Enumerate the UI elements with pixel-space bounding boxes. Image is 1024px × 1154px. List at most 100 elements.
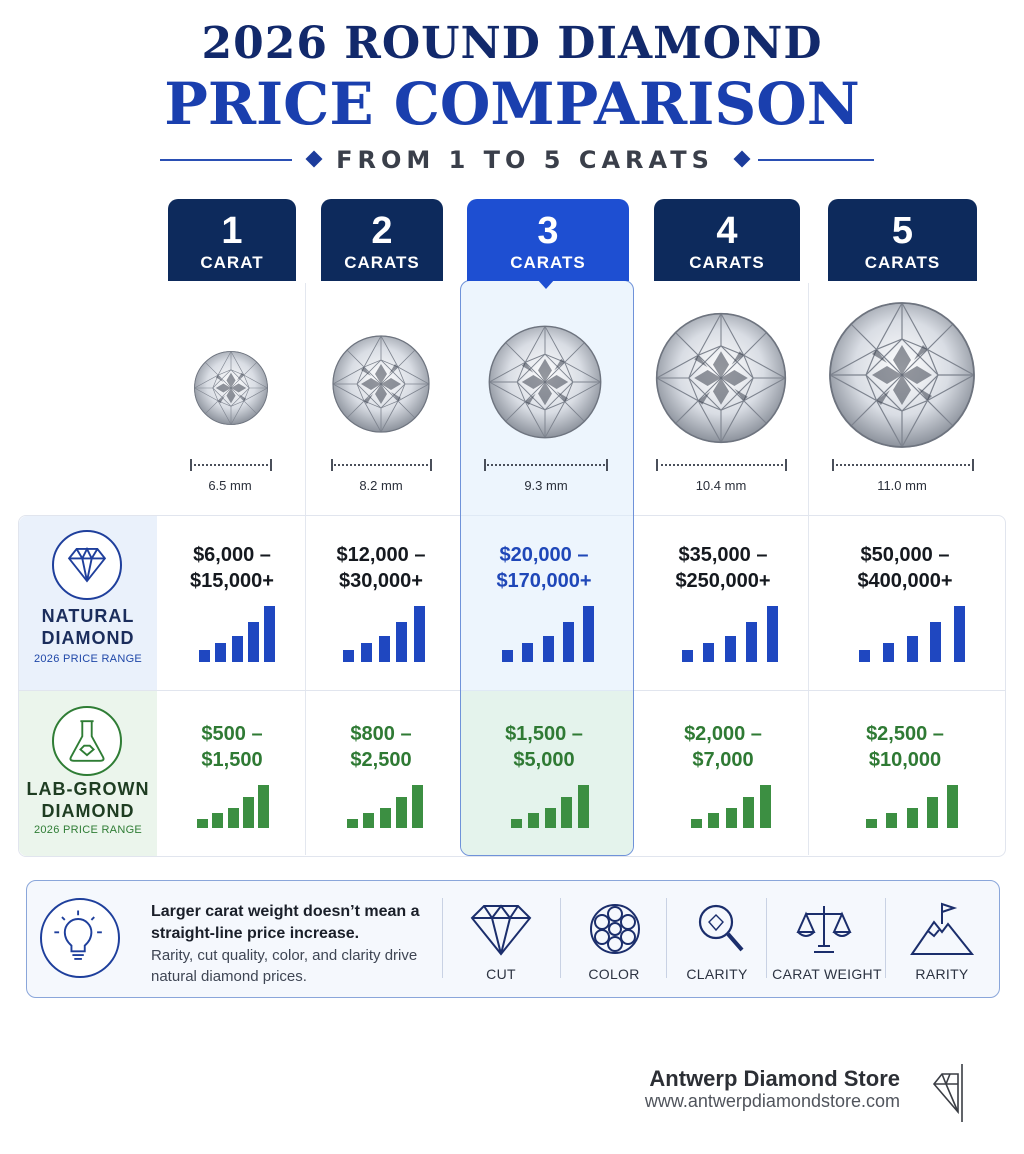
trend-bar bbox=[227, 808, 239, 828]
diamond-gem-icon bbox=[654, 311, 788, 445]
diamond-gem-icon bbox=[827, 300, 977, 450]
lab-trend-bars-icon bbox=[691, 785, 771, 828]
lab-price-1: $500 – $1,500 bbox=[201, 723, 263, 771]
size-label: 6.5 mm bbox=[208, 478, 252, 493]
info-divider bbox=[560, 898, 561, 978]
trend-bar bbox=[859, 650, 870, 662]
trend-bar bbox=[947, 785, 958, 828]
trend-bar bbox=[542, 636, 554, 662]
lab-price-4: $2,000 – $7,000 bbox=[684, 723, 762, 771]
trend-bar bbox=[395, 797, 407, 828]
factor-label-clarity: CLARITY bbox=[686, 966, 748, 982]
info-divider bbox=[766, 898, 767, 978]
natural-trend-bars-icon bbox=[502, 606, 594, 662]
lab-trend-bars-icon bbox=[197, 785, 269, 828]
trend-bar bbox=[247, 622, 259, 662]
natural-row-title: NATURAL DIAMOND bbox=[19, 605, 157, 649]
trend-bar bbox=[544, 808, 556, 828]
lab-trend-bars-icon bbox=[347, 785, 423, 828]
trend-bar bbox=[522, 643, 534, 662]
natural-price-2: $12,000 – $30,000+ bbox=[336, 544, 426, 592]
trend-bar bbox=[527, 813, 539, 828]
trend-bar bbox=[363, 813, 375, 828]
natural-price-3: $20,000 – $170,000+ bbox=[496, 544, 592, 592]
carat-label: CARATS bbox=[689, 253, 765, 272]
lightbulb-icon bbox=[40, 898, 120, 978]
lab-title-line2: DIAMOND bbox=[41, 801, 135, 821]
trend-bar bbox=[215, 643, 227, 662]
lab-title-line1: LAB-GROWN bbox=[26, 779, 150, 799]
trend-bar bbox=[583, 606, 594, 662]
size-measure bbox=[331, 458, 432, 472]
natural-trend-bars-icon bbox=[343, 606, 425, 662]
trend-bar bbox=[708, 813, 720, 828]
brand-name: Antwerp Diamond Store bbox=[649, 1066, 900, 1091]
size-label: 9.3 mm bbox=[524, 478, 568, 493]
factor-label-color: COLOR bbox=[588, 966, 640, 982]
trend-bar bbox=[414, 606, 425, 662]
subtitle-diamond-right-icon bbox=[733, 150, 751, 168]
trend-bar bbox=[703, 643, 715, 662]
magnifier-icon bbox=[698, 904, 744, 952]
column-divider bbox=[305, 283, 306, 855]
title-line-2: PRICE COMPARISON bbox=[164, 70, 860, 138]
trend-bar bbox=[760, 785, 771, 828]
column-header-4: 4 CARATS bbox=[654, 199, 800, 281]
natural-price-4: $35,000 – $250,000+ bbox=[675, 544, 771, 592]
trend-bar bbox=[511, 819, 522, 828]
trend-bar bbox=[882, 643, 894, 662]
lab-row-title: LAB-GROWN DIAMOND bbox=[19, 778, 157, 822]
diamond-gem-icon bbox=[487, 324, 603, 440]
trend-bar bbox=[264, 606, 275, 662]
column-header-1: 1 CARAT bbox=[168, 199, 296, 281]
trend-bar bbox=[724, 636, 736, 662]
carat-number: 3 bbox=[537, 210, 559, 252]
column-header-2: 2 CARATS bbox=[321, 199, 443, 281]
diamond-gem-icon bbox=[193, 350, 269, 426]
lab-row-subtitle: 2026 PRICE RANGE bbox=[33, 824, 143, 836]
lab-price-2: $800 – $2,500 bbox=[350, 723, 412, 771]
trend-bar bbox=[578, 785, 589, 828]
lab-price-3: $1,500 – $5,000 bbox=[505, 723, 583, 771]
brand-url: www.antwerpdiamondstore.com bbox=[644, 1091, 900, 1111]
trend-bar bbox=[866, 819, 877, 828]
trend-bar bbox=[360, 643, 372, 662]
trend-bar bbox=[930, 622, 942, 662]
size-measure bbox=[832, 458, 974, 472]
carat-number: 5 bbox=[891, 210, 914, 252]
trend-bar bbox=[745, 622, 757, 662]
size-measure bbox=[656, 458, 787, 472]
info-divider bbox=[666, 898, 667, 978]
info-panel bbox=[26, 880, 1000, 998]
column-header-5: 5 CARATS bbox=[828, 199, 977, 281]
diamond-logo-icon bbox=[932, 1064, 963, 1122]
info-divider bbox=[442, 898, 443, 978]
carat-number: 4 bbox=[716, 210, 738, 252]
lab-price-5: $2,500 – $10,000 bbox=[866, 723, 944, 771]
subtitle-diamond-left-icon bbox=[305, 150, 323, 168]
trend-bar bbox=[562, 622, 574, 662]
factor-label-carat-weight: CARAT WEIGHT bbox=[772, 966, 882, 982]
trend-bar bbox=[242, 797, 254, 828]
size-label: 8.2 mm bbox=[359, 478, 403, 493]
factor-label-rarity: RARITY bbox=[915, 966, 969, 982]
title-line-1: 2026 ROUND DIAMOND bbox=[201, 18, 823, 69]
carat-number: 1 bbox=[221, 210, 243, 252]
natural-price-1: $6,000 – $15,000+ bbox=[190, 544, 274, 592]
trend-bar bbox=[886, 813, 898, 828]
lab-trend-bars-icon bbox=[511, 785, 589, 828]
subtitle-row: FROM 1 TO 5 CARATS bbox=[160, 144, 874, 176]
natural-trend-bars-icon bbox=[859, 606, 965, 662]
natural-trend-bars-icon bbox=[682, 606, 778, 662]
color-wheel-icon bbox=[590, 904, 640, 954]
trend-bar bbox=[378, 636, 390, 662]
trend-bar bbox=[691, 819, 702, 828]
subtitle-rule-right bbox=[758, 159, 874, 161]
trend-bar bbox=[212, 813, 224, 828]
size-measure bbox=[190, 458, 272, 472]
carat-label: CARATS bbox=[344, 253, 420, 272]
scale-icon bbox=[796, 906, 852, 953]
diamond-outline-icon bbox=[470, 904, 532, 956]
info-title: Larger carat weight doesn’t mean a strai… bbox=[151, 903, 420, 942]
trend-bar bbox=[926, 797, 938, 828]
